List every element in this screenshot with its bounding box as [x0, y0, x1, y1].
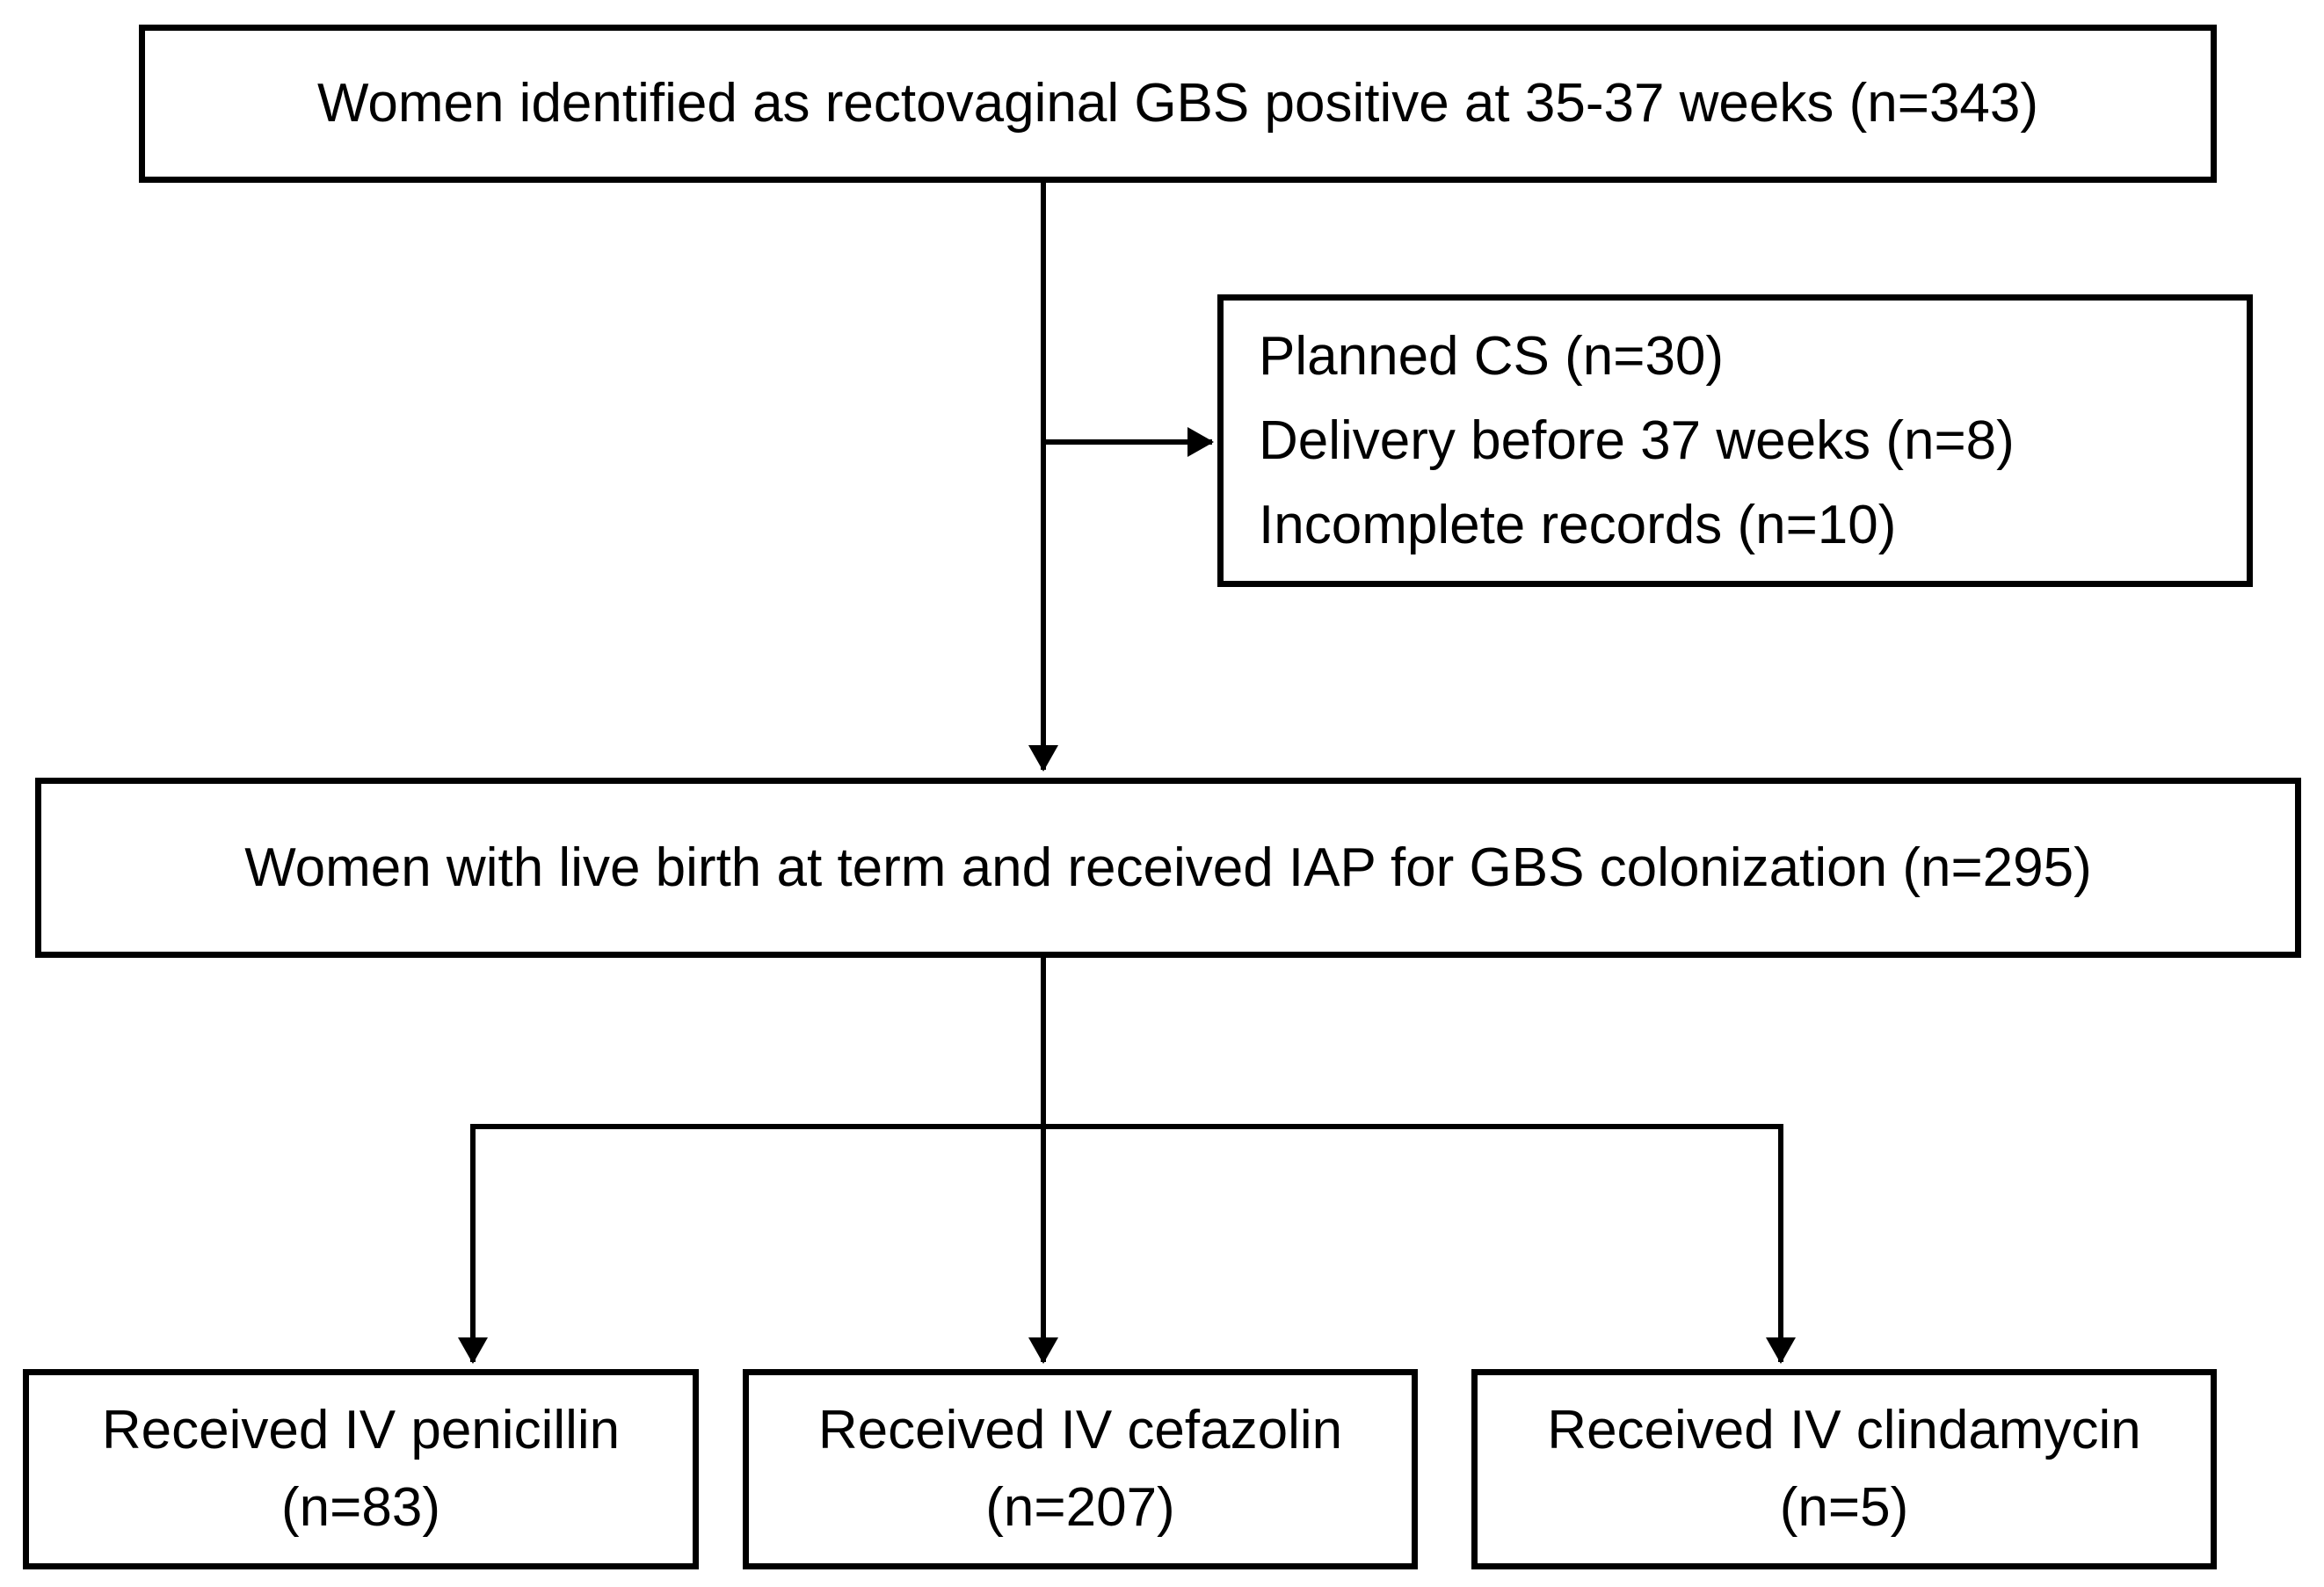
- node-penicillin-count: (n=83): [281, 1477, 440, 1538]
- excluded-line-planned-cs: Planned CS (n=30): [1259, 325, 1725, 387]
- excluded-line-incomplete-records: Incomplete records (n=10): [1259, 494, 1897, 555]
- node-excluded-lines: Planned CS (n=30) Delivery before 37 wee…: [1259, 315, 2015, 568]
- node-enrollment: Women identified as rectovaginal GBS pos…: [139, 25, 2217, 183]
- node-included-text: Women with live birth at term and receiv…: [244, 837, 2092, 898]
- node-cefazolin-count: (n=207): [985, 1477, 1175, 1538]
- node-clindamycin: Received IV clindamycin (n=5): [1471, 1369, 2217, 1569]
- excluded-line-preterm-delivery: Delivery before 37 weeks (n=8): [1259, 409, 2015, 471]
- node-penicillin: Received IV penicillin (n=83): [23, 1369, 699, 1569]
- node-penicillin-label: Received IV penicillin: [101, 1400, 621, 1460]
- node-clindamycin-label: Received IV clindamycin: [1547, 1400, 2141, 1460]
- node-cefazolin-label: Received IV cefazolin: [817, 1400, 1343, 1460]
- node-enrollment-text: Women identified as rectovaginal GBS pos…: [316, 73, 2039, 134]
- node-clindamycin-count: (n=5): [1779, 1477, 1909, 1538]
- node-included: Women with live birth at term and receiv…: [35, 778, 2301, 958]
- node-cefazolin: Received IV cefazolin (n=207): [743, 1369, 1418, 1569]
- node-excluded: Planned CS (n=30) Delivery before 37 wee…: [1217, 294, 2253, 587]
